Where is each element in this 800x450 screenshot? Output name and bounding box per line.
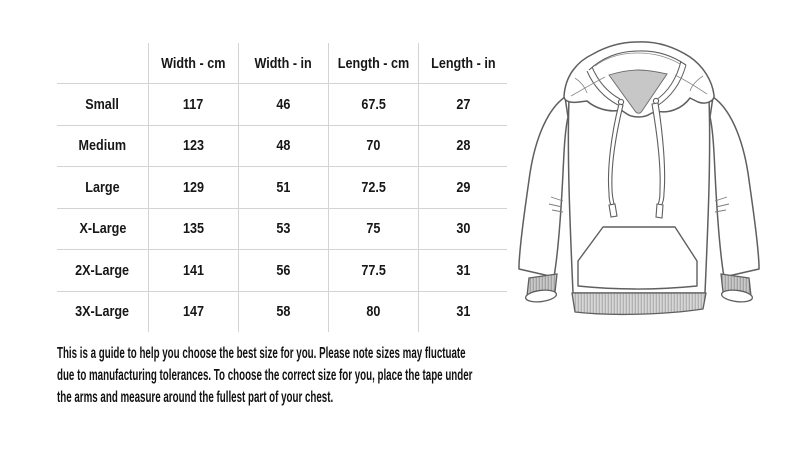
column-header-width-in: Width - in <box>238 43 328 83</box>
row-label-large: Large <box>57 166 148 208</box>
size-chart-table: Width - cm Width - in Length - cm Length… <box>57 43 507 332</box>
table-cell: 77.5 <box>328 249 418 291</box>
gather-marks-right <box>714 196 730 213</box>
table-cell: 70 <box>328 124 418 166</box>
table-cell: 117 <box>148 83 238 125</box>
table-cell: 48 <box>238 124 328 166</box>
table-cell: 51 <box>238 166 328 208</box>
drawstring-right <box>651 102 666 219</box>
table-cell: 129 <box>148 166 238 208</box>
table-cell: 141 <box>148 249 238 291</box>
table-cell: 27 <box>418 83 507 125</box>
table-cell: 53 <box>238 207 328 249</box>
table-cell: 147 <box>148 290 238 332</box>
kangaroo-pocket <box>577 226 698 290</box>
drawstring-left <box>607 103 624 218</box>
gather-marks-left <box>548 196 564 213</box>
table-cell: 46 <box>238 83 328 125</box>
header-empty-cell <box>57 43 148 83</box>
aglet-left <box>608 203 618 218</box>
row-label-medium: Medium <box>57 124 148 167</box>
note-line: due to manufacturing tolerances. To choo… <box>57 367 473 384</box>
note-line: This is a guide to help you choose the b… <box>57 345 466 362</box>
table-cell: 75 <box>328 207 418 249</box>
column-header-width-cm: Width - cm <box>148 43 238 83</box>
row-label-2x-large: 2X-Large <box>57 249 148 291</box>
row-label-3x-large: 3X-Large <box>57 290 148 333</box>
table-cell: 31 <box>418 249 507 291</box>
column-header-length-cm: Length - cm <box>328 43 418 83</box>
table-cell: 29 <box>418 166 507 208</box>
table-cell: 30 <box>418 207 507 249</box>
sleeve-left <box>518 96 569 303</box>
hood <box>563 41 715 118</box>
sleeve-right <box>709 96 760 303</box>
aglet-right <box>655 203 664 219</box>
note-line: the arms and measure around the fullest … <box>57 389 334 406</box>
table-cell: 135 <box>148 207 238 249</box>
shoulder-seams <box>570 74 708 97</box>
row-label-x-large: X-Large <box>57 207 148 250</box>
hoodie-illustration <box>505 15 795 335</box>
table-cell: 31 <box>418 290 507 332</box>
neck-inset <box>608 69 668 114</box>
table-cell: 28 <box>418 124 507 166</box>
row-label-small: Small <box>57 83 148 125</box>
column-header-length-in: Length - in <box>418 43 507 83</box>
hem-ribbing <box>571 292 707 316</box>
table-cell: 56 <box>238 249 328 291</box>
table-cell: 72.5 <box>328 166 418 208</box>
table-cell: 67.5 <box>328 83 418 125</box>
hoodie-flat-sketch-icon <box>518 41 760 316</box>
sizing-note: This is a guide to help you choose the b… <box>57 343 716 409</box>
table-cell: 58 <box>238 290 328 332</box>
table-cell: 80 <box>328 290 418 332</box>
table-cell: 123 <box>148 124 238 166</box>
